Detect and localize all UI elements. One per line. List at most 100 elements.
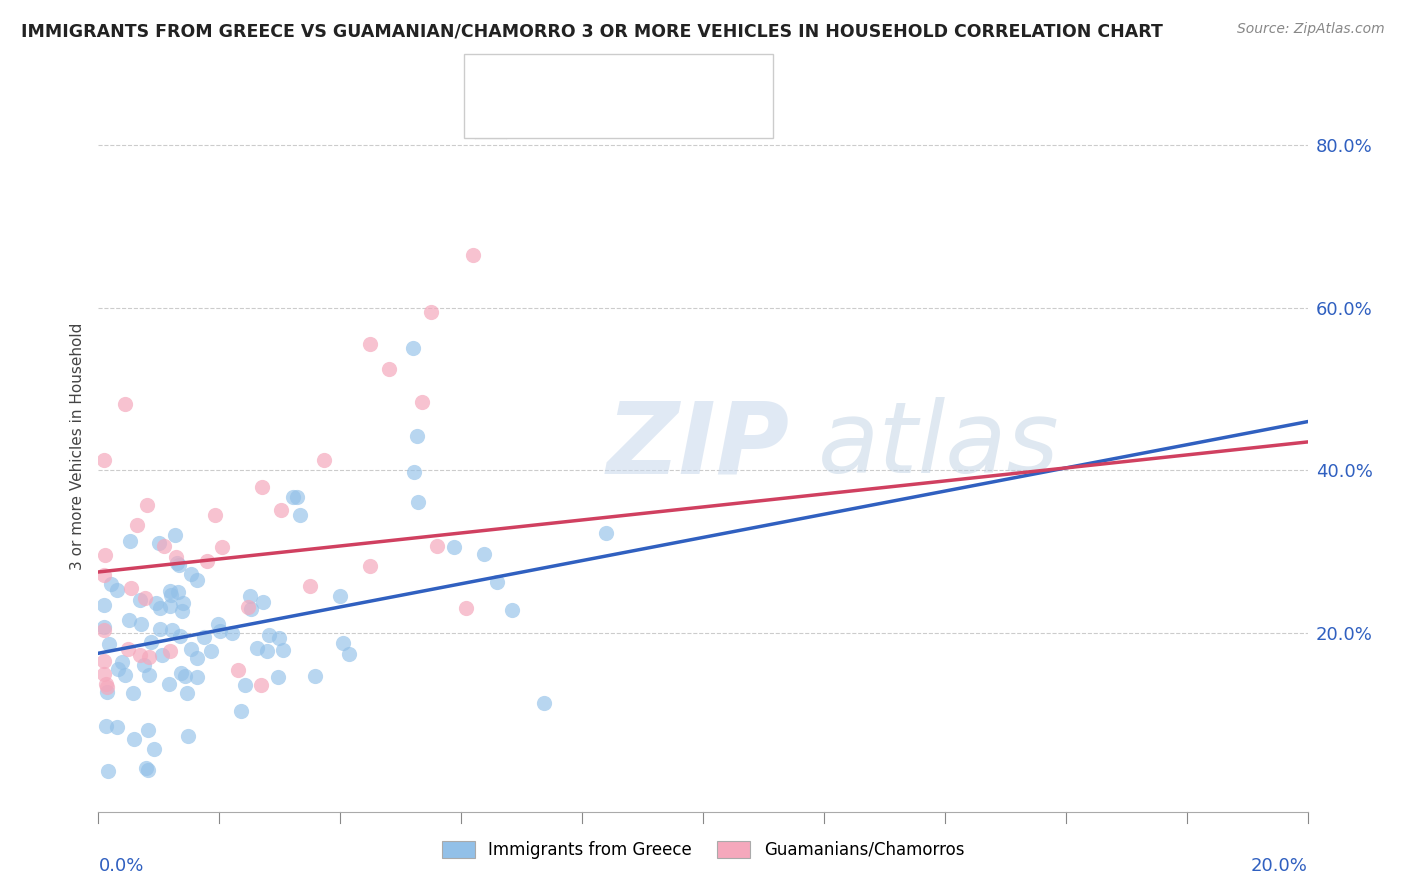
Point [486, 575, 509, 590]
Point [281, 490, 304, 504]
Point [120, 534, 142, 549]
Point [100, 577, 122, 591]
Point [160, 588, 183, 602]
Point [148, 536, 170, 550]
Point [150, 648, 173, 662]
Point [94, 677, 117, 691]
Point [443, 540, 465, 554]
Point [165, 550, 187, 565]
Point [426, 540, 449, 554]
Point [157, 677, 180, 691]
Point [204, 508, 226, 522]
Point [172, 604, 194, 618]
Point [107, 582, 129, 597]
Point [139, 635, 162, 649]
Point [337, 648, 360, 662]
Point [98, 637, 121, 651]
Point [463, 248, 485, 262]
Point [93, 620, 115, 634]
Point [186, 574, 208, 588]
Point [595, 526, 617, 541]
Point [402, 465, 425, 479]
Point [299, 579, 322, 593]
Point [180, 566, 202, 581]
Point [377, 361, 399, 376]
Point [250, 677, 273, 691]
Point [93, 599, 115, 613]
Point [180, 641, 202, 656]
Text: ZIP: ZIP [606, 398, 789, 494]
Point [402, 342, 425, 356]
Point [170, 665, 193, 680]
Point [186, 670, 208, 684]
Point [134, 591, 156, 605]
Point [149, 600, 172, 615]
Point [221, 625, 243, 640]
Point [176, 686, 198, 700]
Point [111, 655, 134, 669]
Point [93, 624, 115, 638]
Point [270, 503, 292, 517]
Point [288, 508, 311, 523]
Point [193, 630, 215, 644]
Point [271, 643, 294, 657]
Point [533, 696, 555, 710]
Point [132, 658, 155, 673]
Text: 0.0%: 0.0% [98, 857, 143, 875]
Point [125, 518, 148, 533]
Point [93, 666, 115, 681]
Point [114, 397, 136, 411]
Point [105, 720, 128, 734]
Point [93, 567, 115, 582]
Point [360, 337, 382, 351]
Point [122, 731, 145, 746]
Point [406, 429, 429, 443]
Point [117, 642, 139, 657]
Point [229, 704, 252, 718]
Legend: Immigrants from Greece, Guamanians/Chamorros: Immigrants from Greece, Guamanians/Chamo… [434, 834, 972, 865]
Point [153, 539, 176, 553]
Point [250, 480, 273, 494]
Point [129, 648, 152, 662]
Point [129, 593, 152, 607]
Point [131, 617, 153, 632]
Text: IMMIGRANTS FROM GREECE VS GUAMANIAN/CHAMORRO 3 OR MORE VEHICLES IN HOUSEHOLD COR: IMMIGRANTS FROM GREECE VS GUAMANIAN/CHAM… [21, 22, 1163, 40]
Point [169, 629, 191, 643]
Point [94, 549, 117, 563]
Y-axis label: 3 or more Vehicles in Household: 3 or more Vehicles in Household [69, 322, 84, 570]
Point [93, 453, 115, 467]
Point [207, 617, 229, 632]
Point [332, 636, 354, 650]
Point [256, 643, 278, 657]
Text: Source: ZipAtlas.com: Source: ZipAtlas.com [1237, 22, 1385, 37]
Point [166, 556, 188, 570]
Point [454, 601, 477, 615]
Point [93, 654, 115, 668]
Point [200, 644, 222, 658]
Text: R = 0.351  N = 84: R = 0.351 N = 84 [517, 68, 682, 86]
Point [159, 584, 181, 599]
Point [143, 741, 166, 756]
Point [195, 553, 218, 567]
Point [118, 613, 141, 627]
Point [235, 678, 257, 692]
Point [246, 640, 269, 655]
Point [411, 394, 433, 409]
Point [501, 603, 523, 617]
Point [406, 495, 429, 509]
Point [186, 651, 208, 665]
Point [329, 589, 352, 603]
Point [136, 723, 159, 737]
Point [138, 668, 160, 682]
Point [172, 596, 194, 610]
Point [145, 596, 167, 610]
Point [96, 685, 118, 699]
Point [135, 498, 157, 512]
Point [165, 527, 187, 541]
Point [226, 663, 249, 677]
Text: 20.0%: 20.0% [1251, 857, 1308, 875]
Point [472, 547, 495, 561]
Point [236, 599, 259, 614]
Point [173, 669, 195, 683]
Point [239, 589, 262, 603]
